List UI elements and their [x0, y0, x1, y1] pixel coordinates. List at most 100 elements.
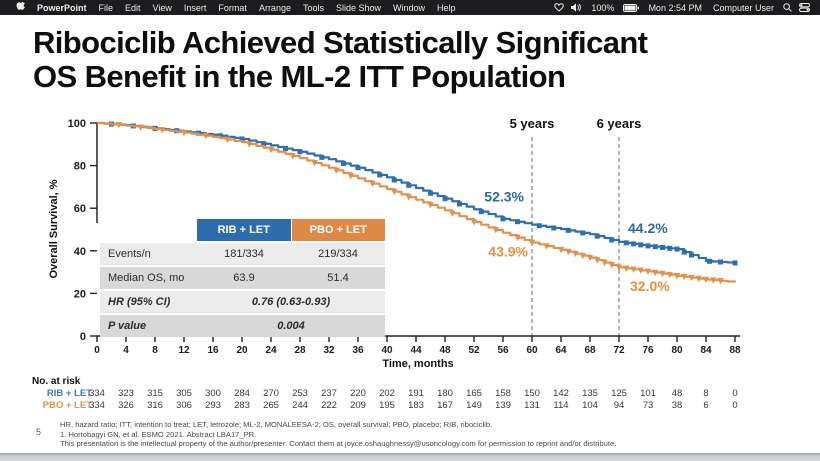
censor-mark-triangle — [246, 141, 253, 148]
censor-mark-square — [645, 243, 651, 249]
menu-item-slide-show[interactable]: Slide Show — [335, 2, 382, 13]
risk-count: 183 — [408, 400, 424, 411]
x-tick-label: 72 — [613, 345, 625, 356]
risk-count: 283 — [234, 400, 250, 411]
menu-item-format[interactable]: Format — [218, 2, 247, 13]
x-tick-label: 88 — [729, 345, 741, 356]
censor-mark-triangle — [630, 266, 637, 274]
censor-mark-triangle — [267, 146, 275, 154]
menu-item-edit[interactable]: Edit — [125, 2, 141, 13]
censor-mark-square — [707, 258, 713, 264]
x-tick-label: 32 — [323, 345, 335, 356]
x-tick-label: 36 — [352, 345, 364, 356]
censor-mark-square — [638, 242, 644, 248]
battery-icon[interactable] — [623, 3, 640, 12]
clock-label[interactable]: Mon 2:54 PM — [648, 2, 702, 13]
x-tick-label: 0 — [94, 345, 100, 356]
menu-item-tools[interactable]: Tools — [302, 2, 324, 13]
censor-mark-triangle — [202, 132, 209, 140]
point-label-43.9pct: 43.9% — [488, 243, 528, 259]
x-tick-label: 52 — [468, 345, 480, 356]
censor-mark-square — [283, 146, 288, 152]
risk-count: 131 — [524, 400, 540, 411]
risk-count: 323 — [118, 388, 134, 399]
slide-title: Ribociclib Achieved Statistically Signif… — [33, 26, 803, 94]
x-tick-label: 60 — [526, 345, 538, 356]
censor-mark-square — [377, 172, 383, 178]
censor-mark-triangle — [615, 264, 623, 272]
user-label[interactable]: Computer User — [712, 2, 774, 13]
risk-count: 125 — [611, 388, 627, 399]
menu-item-arrange[interactable]: Arrange — [258, 2, 291, 13]
stats-table-header: RIB + LET PBO + LET — [197, 219, 385, 241]
stats-col-rib-let: RIB + LET — [197, 219, 291, 241]
risk-table-title: No. at risk — [32, 376, 81, 387]
menu-item-help[interactable]: Help — [437, 2, 456, 13]
censor-mark-triangle — [652, 269, 659, 277]
censor-mark-triangle — [347, 172, 354, 180]
speaker-icon[interactable] — [571, 3, 582, 12]
censor-mark-square — [594, 233, 600, 239]
censor-mark-triangle — [333, 167, 340, 174]
censor-mark-triangle — [572, 250, 579, 258]
x-tick-label: 16 — [207, 345, 219, 356]
censor-mark-triangle — [289, 153, 296, 160]
battery-percent-label[interactable]: 100% — [591, 2, 615, 13]
menu-item-file[interactable]: File — [98, 2, 114, 13]
slide-canvas: Ribociclib Achieved Statistically Signif… — [0, 15, 820, 461]
censor-mark-triangle — [543, 243, 550, 250]
censor-mark-triangle — [608, 262, 615, 269]
risk-count: 237 — [321, 388, 337, 399]
title-line-2: OS Benefit in the ML-2 ITT Population — [33, 59, 566, 94]
censor-mark-square — [551, 225, 557, 231]
menu-item-view[interactable]: View — [152, 2, 172, 13]
menu-item-window[interactable]: Window — [393, 2, 426, 13]
footnotes: HR, hazard ratio; ITT, intention to trea… — [60, 420, 805, 449]
risk-count: 220 — [350, 388, 366, 399]
risk-count: 149 — [466, 400, 482, 411]
risk-count: 300 — [205, 388, 221, 399]
y-tick-label: 0 — [80, 331, 86, 343]
censor-mark-triangle — [115, 122, 122, 129]
risk-count: 150 — [524, 388, 540, 399]
x-tick-label: 64 — [555, 345, 567, 356]
censor-mark-square — [341, 160, 346, 166]
censor-mark-triangle — [224, 136, 231, 144]
risk-count: 101 — [640, 388, 656, 399]
censor-mark-triangle — [449, 210, 456, 217]
stats-row-hr: HR (95% CI) 0.76 (0.63-0.93) — [100, 291, 385, 313]
menu-item-insert[interactable]: Insert — [183, 2, 207, 13]
vline-label-2: 6 years — [597, 116, 642, 131]
x-tick-label: 68 — [584, 345, 596, 356]
search-icon[interactable] — [783, 3, 792, 12]
censor-mark-square — [689, 252, 694, 258]
censor-mark-triangle — [579, 252, 586, 260]
censor-mark-triangle — [137, 124, 144, 131]
risk-count: 253 — [292, 388, 308, 399]
x-tick-label: 48 — [439, 345, 451, 356]
censor-mark-triangle — [601, 259, 608, 267]
risk-count: 180 — [437, 388, 453, 399]
apple-icon[interactable] — [10, 2, 31, 13]
censor-mark-triangle — [659, 270, 666, 278]
heart-icon[interactable] — [554, 3, 565, 12]
censor-mark-square — [391, 177, 397, 183]
censor-mark-square — [674, 246, 680, 252]
risk-count: 334 — [89, 400, 105, 411]
censor-mark-square — [667, 245, 673, 251]
x-axis-title: Time, months — [382, 358, 453, 370]
risk-count: 114 — [553, 400, 569, 411]
x-tick-label: 84 — [700, 345, 712, 356]
risk-count: 104 — [582, 400, 598, 411]
censor-mark-square — [536, 223, 542, 229]
x-tick-label: 24 — [265, 345, 277, 356]
risk-count: 293 — [205, 400, 221, 411]
vline-label-1: 5 years — [510, 116, 555, 131]
censor-mark-triangle — [565, 248, 572, 256]
menu-item-powerpoint[interactable]: PowerPoint — [37, 2, 87, 13]
risk-count: 334 — [89, 388, 105, 399]
censor-mark-triangle — [528, 239, 536, 247]
censor-mark-triangle — [405, 194, 412, 201]
control-center-icon[interactable] — [799, 3, 810, 12]
censor-mark-square — [406, 182, 412, 188]
